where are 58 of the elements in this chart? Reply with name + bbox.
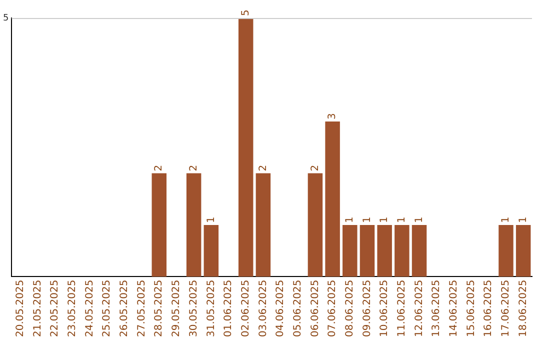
x-tick-label: 07.06.2025 [327,280,338,338]
x-tick-label: 17.06.2025 [500,280,512,338]
x-tick-label: 06.06.2025 [310,280,321,338]
data-label: 1 [379,216,390,223]
bar [186,173,202,277]
x-tick-label: 14.06.2025 [448,280,460,338]
x-tick-label: 25.05.2025 [102,280,113,338]
x-tick-label: 01.06.2025 [223,280,234,338]
bar [377,224,392,277]
x-tick-label: 20.05.2025 [14,280,26,338]
x-tick-label: 28.05.2025 [154,280,165,338]
x-tick-label: 08.06.2025 [344,280,356,338]
bar [152,173,167,277]
x-tick-label: 16.06.2025 [483,280,494,338]
bar [412,224,427,277]
bar [498,224,514,277]
data-label: 1 [362,216,373,223]
data-label: 2 [310,164,321,172]
bar [342,224,358,277]
data-label: 2 [188,164,200,172]
x-tick-label: 29.05.2025 [171,280,182,338]
x-tick-label: 18.06.2025 [518,280,529,338]
data-label: 1 [344,216,356,223]
data-label: 2 [258,164,269,172]
bar [204,224,219,277]
bar [308,173,323,277]
x-tick-label: 26.05.2025 [119,280,130,338]
x-tick-label: 03.06.2025 [258,280,269,338]
data-label: 1 [206,216,217,223]
x-tick-label: 10.06.2025 [379,280,390,338]
data-label: 1 [518,216,529,223]
data-label: 3 [327,113,338,120]
bar [256,173,271,277]
data-label: 5 [240,10,252,16]
x-tick-label: 31.05.2025 [206,280,217,338]
bar [325,122,340,277]
bar [516,224,531,277]
x-tick-label: 11.06.2025 [396,280,408,338]
x-tick-label: 12.06.2025 [414,280,425,338]
x-tick-label: 13.06.2025 [431,280,442,338]
x-tick-label: 05.06.2025 [292,280,304,338]
bar [394,224,410,277]
x-tick-label: 24.05.2025 [84,280,96,338]
x-tick-label: 09.06.2025 [362,280,373,338]
x-tick-label: 21.05.2025 [32,280,44,338]
x-tick-label: 30.05.2025 [188,280,200,338]
x-tick-label: 04.06.2025 [275,280,286,338]
bar [360,224,375,277]
data-label: 1 [500,216,512,223]
x-tick-label: 22.05.2025 [50,280,61,338]
data-label: 1 [396,216,408,223]
x-tick-label: 15.06.2025 [466,280,477,338]
data-label: 2 [154,164,165,172]
x-tick-label: 02.06.2025 [240,280,252,338]
bar [238,18,254,277]
x-tick-label: 23.05.2025 [67,280,78,338]
data-label: 1 [414,216,425,223]
x-tick-label: 27.05.2025 [136,280,148,338]
